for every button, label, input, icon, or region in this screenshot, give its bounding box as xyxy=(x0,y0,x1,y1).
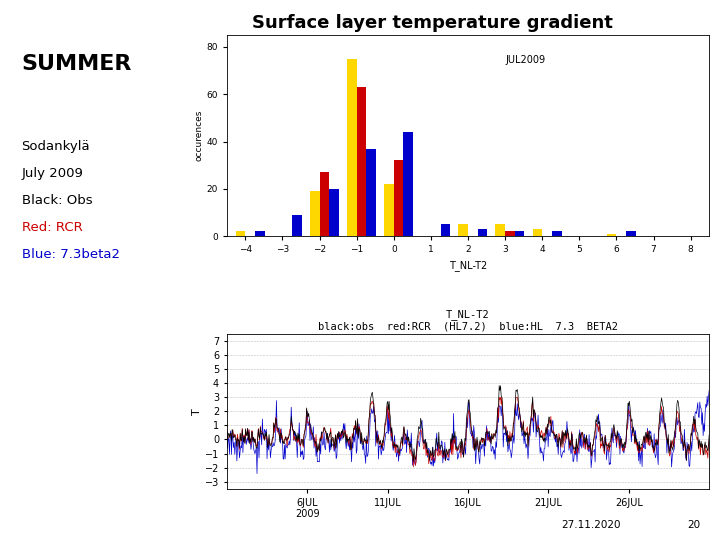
Bar xyxy=(495,224,505,236)
Bar xyxy=(292,215,302,236)
Text: 20: 20 xyxy=(688,520,701,530)
X-axis label: T_NL-T2: T_NL-T2 xyxy=(449,260,487,271)
Bar xyxy=(403,132,413,236)
Text: Black: Obs: Black: Obs xyxy=(22,194,92,207)
Bar xyxy=(235,232,246,236)
Text: 27.11.2020: 27.11.2020 xyxy=(562,520,621,530)
Bar xyxy=(441,224,450,236)
Bar xyxy=(459,224,468,236)
Bar xyxy=(329,189,339,236)
Bar xyxy=(347,59,356,236)
Text: SUMMER: SUMMER xyxy=(22,54,132,74)
Bar xyxy=(626,232,636,236)
Text: Red: RCR: Red: RCR xyxy=(22,221,82,234)
Bar xyxy=(477,229,487,236)
Bar xyxy=(505,232,515,236)
Title: T_NL-T2
black:obs  red:RCR  (HL7.2)  blue:HL  7.3  BETA2: T_NL-T2 black:obs red:RCR (HL7.2) blue:H… xyxy=(318,309,618,332)
Bar xyxy=(356,87,366,236)
Y-axis label: T: T xyxy=(192,408,202,415)
Bar xyxy=(366,148,376,236)
Bar xyxy=(384,184,394,236)
Bar xyxy=(607,234,616,236)
Bar xyxy=(255,232,265,236)
Bar xyxy=(515,232,524,236)
Text: Blue: 7.3beta2: Blue: 7.3beta2 xyxy=(22,248,120,261)
Bar xyxy=(533,229,542,236)
Text: Sodankylä: Sodankylä xyxy=(22,140,90,153)
Bar xyxy=(310,191,320,236)
Bar xyxy=(394,160,403,236)
Y-axis label: occurences: occurences xyxy=(194,110,204,161)
Text: Surface layer temperature gradient: Surface layer temperature gradient xyxy=(251,14,613,31)
Text: JUL2009: JUL2009 xyxy=(506,55,546,65)
Text: July 2009: July 2009 xyxy=(22,167,84,180)
Bar xyxy=(552,232,562,236)
Bar xyxy=(320,172,329,236)
